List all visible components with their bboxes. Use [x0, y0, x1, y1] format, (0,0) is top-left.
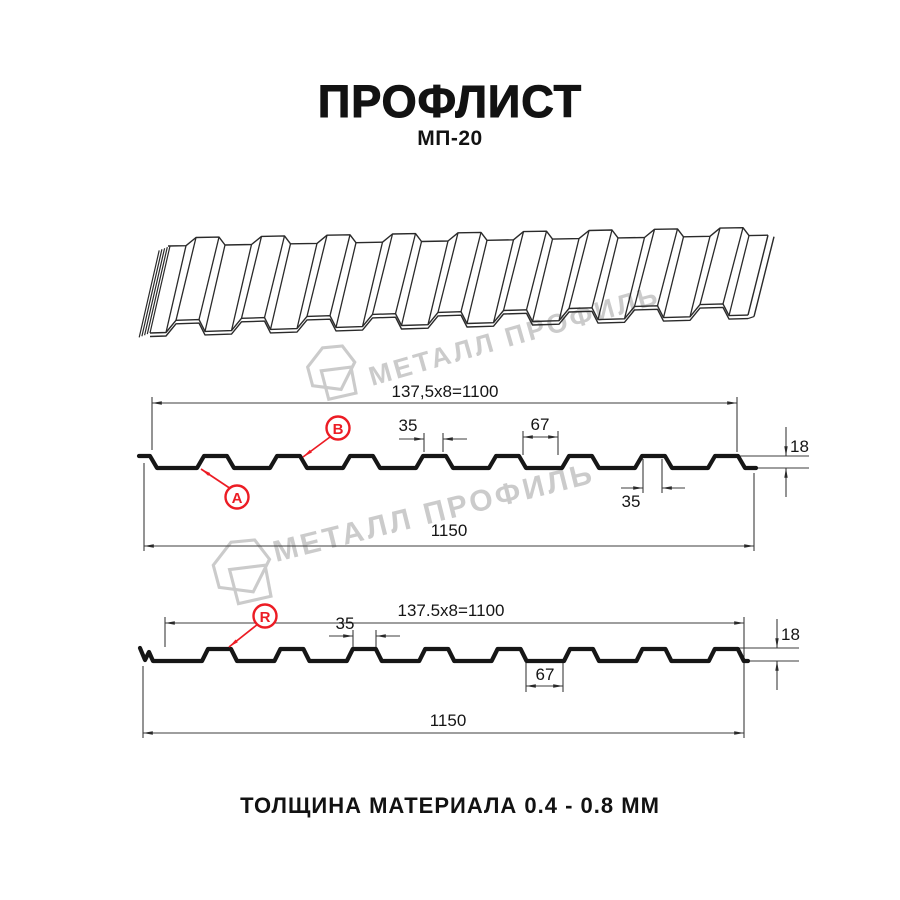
dim-profile-height: 18: [790, 437, 809, 456]
side-label-b: B: [333, 421, 344, 438]
profile-outline: [137, 645, 751, 664]
material-thickness-note: ТОЛЩИНА МАТЕРИАЛА 0.4 - 0.8 ММ: [240, 793, 660, 818]
dim-rib-top-width: 35: [399, 416, 418, 435]
product-code: МП-20: [417, 127, 483, 150]
dimension-lines: [143, 397, 809, 551]
label-circle-a: [224, 484, 250, 510]
dim-overall-width: 1150: [430, 711, 467, 730]
label-circle-r: [252, 603, 278, 629]
brand-watermark-2: МЕТАЛЛ ПРОФИЛЬ: [211, 457, 598, 606]
leader-arrows: [228, 623, 259, 648]
brand-logo-icon: [211, 538, 273, 606]
side-label-r: R: [260, 609, 271, 626]
dim-valley-width: 67: [531, 415, 550, 434]
brand-logo-icon: [305, 344, 358, 402]
cross-section-a-b: 137,5x8=1100 35 67 35 18 1150 A B: [136, 382, 809, 551]
side-label-a: A: [232, 490, 243, 507]
brand-watermark-text: МЕТАЛЛ ПРОФИЛЬ: [365, 280, 663, 392]
dim-rib-bottom-width: 35: [622, 492, 641, 511]
dim-valley-width: 67: [536, 665, 555, 684]
page-title: ПРОФЛИСТ: [317, 75, 583, 127]
dimension-lines: [142, 617, 799, 738]
profile-3d-view: [138, 227, 775, 338]
dim-overall-width: 1150: [431, 521, 468, 540]
dim-module-width: 137,5x8=1100: [392, 382, 499, 401]
label-circle-b: [325, 415, 351, 441]
dim-rib-width: 35: [336, 614, 355, 633]
dim-module-width: 137.5x8=1100: [398, 601, 505, 620]
profile-outline: [136, 453, 759, 471]
cross-section-r: 137.5x8=1100 35 67 18 1150 R: [137, 601, 800, 738]
dim-profile-height: 18: [781, 625, 800, 644]
brand-watermark-text: МЕТАЛЛ ПРОФИЛЬ: [270, 457, 598, 569]
leader-arrows: [200, 436, 331, 490]
